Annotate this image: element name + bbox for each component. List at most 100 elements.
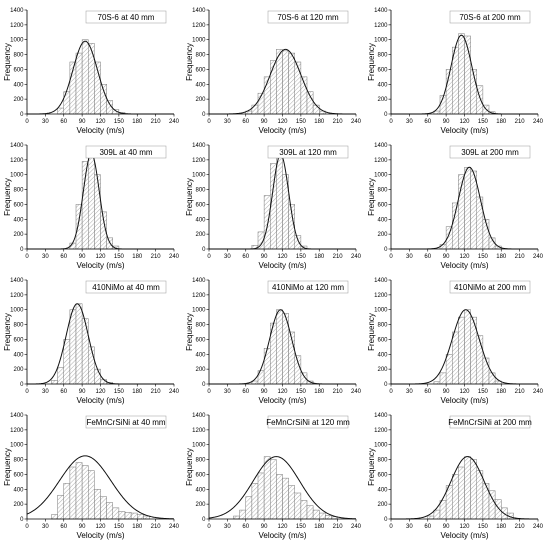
y-tick-label: 0	[20, 517, 24, 523]
histogram-panel: 0 30 60 90 120 150 180 210 240 0 200 400 600 800 1000 1…	[2, 137, 185, 272]
histogram-chart: 0 30 60 90 120 150 180 210 240 0 200 400 600 800 1000 1…	[3, 143, 180, 270]
histogram-chart: 0 30 60 90 120 150 180 210 240 0 200 400 600 800 1000 1…	[367, 8, 544, 135]
legend-frame	[85, 415, 167, 429]
x-tick-label: 30	[224, 389, 231, 395]
histogram-bar	[88, 43, 95, 115]
x-tick-label: 240	[533, 119, 544, 125]
legend-box: 70S-6 at 200 mm	[449, 10, 531, 24]
histogram-bar	[75, 303, 83, 385]
x-tick-label: 120	[459, 119, 470, 125]
histogram-bar	[100, 379, 107, 385]
y-axis-title: Frequency	[367, 43, 376, 81]
histogram-chart: 0 30 60 90 120 150 180 210 240 0 200 400 600 800 1000 1…	[185, 413, 362, 540]
bars	[69, 153, 120, 250]
x-tick-label: 30	[42, 119, 49, 125]
bars	[433, 33, 496, 115]
x-tick-label: 120	[459, 524, 470, 530]
y-tick-label: 200	[377, 97, 388, 103]
y-tick-label: 200	[195, 97, 206, 103]
histogram-panel: 0 30 60 90 120 150 180 210 240 0 200 400 600 800 1000 1…	[366, 272, 549, 407]
x-tick-label: 90	[261, 254, 268, 260]
histogram-bar	[452, 474, 459, 520]
y-tick-label: 1400	[192, 8, 206, 14]
y-tick-label: 400	[377, 487, 388, 493]
histogram-bar	[288, 485, 295, 520]
x-tick-label: 120	[277, 254, 288, 260]
y-tick-label: 400	[195, 82, 206, 88]
histogram-bar	[470, 170, 477, 250]
legend-label: 70S-6 at 200 mm	[459, 13, 521, 22]
y-tick-label: 0	[202, 517, 206, 523]
histogram-bar	[294, 492, 302, 520]
histogram-bar	[88, 153, 95, 250]
histogram-bar	[63, 339, 71, 385]
y-axis-title: Frequency	[367, 313, 376, 351]
y-tick-label: 1400	[374, 278, 388, 284]
histogram-bar	[312, 104, 320, 115]
x-tick-label: 30	[406, 119, 413, 125]
legend-frame	[449, 10, 531, 24]
histogram-bar	[233, 515, 240, 520]
histogram-bar	[106, 237, 113, 250]
x-tick-label: 90	[261, 119, 268, 125]
x-tick-label: 120	[95, 389, 106, 395]
y-tick-label: 1200	[10, 23, 24, 29]
y-tick-label: 1400	[192, 413, 206, 419]
y-tick-label: 0	[20, 247, 24, 253]
y-tick-label: 800	[195, 53, 206, 59]
x-tick-label: 60	[242, 254, 249, 260]
y-tick-label: 1400	[374, 8, 388, 14]
legend-frame	[85, 10, 167, 24]
x-tick-label: 30	[406, 389, 413, 395]
histogram-bar	[464, 167, 471, 250]
x-tick-label: 30	[42, 389, 49, 395]
y-tick-label: 400	[13, 217, 24, 223]
x-tick-label: 90	[79, 254, 86, 260]
y-tick-label: 1400	[10, 143, 24, 149]
y-tick-label: 600	[195, 202, 206, 208]
legend-label: 410NiMo at 200 mm	[454, 283, 526, 292]
x-tick-label: 60	[242, 389, 249, 395]
y-tick-label: 200	[195, 502, 206, 508]
bars	[439, 167, 502, 250]
histogram-bar	[81, 161, 89, 250]
x-tick-label: 30	[42, 254, 49, 260]
histogram-bar	[57, 494, 64, 520]
histogram-bar	[464, 309, 471, 385]
histogram-bar	[458, 466, 465, 520]
x-axis-title: Velocity (m/s)	[76, 126, 124, 135]
x-axis-title: Velocity (m/s)	[258, 261, 306, 270]
x-tick-label: 210	[515, 524, 526, 530]
x-tick-label: 0	[389, 389, 393, 395]
y-tick-label: 1400	[10, 413, 24, 419]
x-tick-label: 30	[224, 119, 231, 125]
y-tick-label: 800	[377, 53, 388, 59]
x-axis-title: Velocity (m/s)	[440, 531, 488, 540]
histogram-bar	[257, 472, 265, 520]
histogram-bar	[488, 372, 496, 385]
y-tick-label: 1000	[192, 443, 206, 449]
y-tick-label: 600	[13, 472, 24, 478]
histogram-panel: 0 30 60 90 120 150 180 210 240 0 200 400 600 800 1000 1…	[366, 137, 549, 272]
y-tick-label: 400	[13, 352, 24, 358]
y-tick-label: 1200	[10, 293, 24, 299]
x-tick-label: 210	[515, 119, 526, 125]
legend-frame	[85, 145, 167, 159]
histogram-bar	[239, 509, 246, 520]
y-tick-label: 800	[195, 188, 206, 194]
y-tick-label: 1200	[374, 428, 388, 434]
histogram-bar	[88, 346, 95, 385]
legend-frame	[267, 145, 349, 159]
y-tick-label: 200	[377, 367, 388, 373]
legend-frame	[267, 280, 349, 294]
bars	[233, 456, 338, 520]
x-tick-label: 0	[25, 524, 29, 530]
x-tick-label: 0	[25, 254, 29, 260]
x-tick-label: 210	[333, 389, 344, 395]
y-axis-title: Frequency	[3, 313, 12, 351]
x-tick-label: 30	[224, 254, 231, 260]
y-tick-label: 600	[377, 472, 388, 478]
histogram-bar	[88, 470, 95, 520]
y-tick-label: 800	[195, 458, 206, 464]
